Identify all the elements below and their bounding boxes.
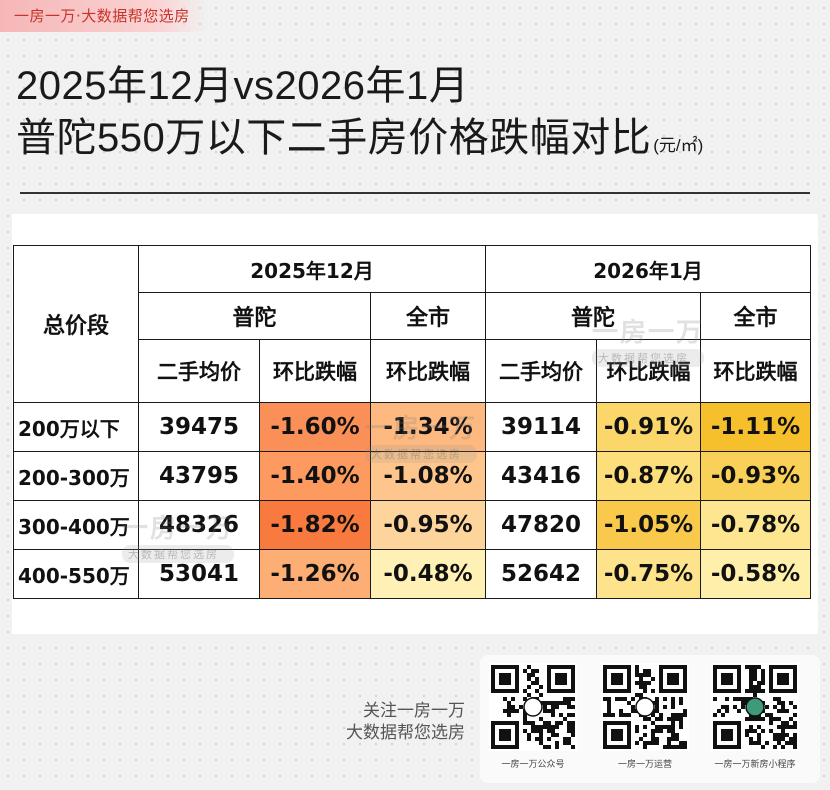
qr-label: 一房一万新房小程序 bbox=[714, 760, 796, 770]
title-divider bbox=[20, 192, 810, 194]
brand-tag: 一房一万·大数据帮您选房 bbox=[0, 0, 208, 32]
jan-price-cell: 52642 bbox=[485, 549, 597, 599]
region-header-dec-putuo: 普陀 bbox=[138, 292, 371, 340]
segment-cell: 400-550万 bbox=[13, 549, 139, 599]
segment-header: 总价段 bbox=[13, 245, 139, 403]
qr-code-icon bbox=[711, 663, 799, 751]
metric-header-dec-city-change: 环比跌幅 bbox=[370, 339, 486, 403]
title-line-1: 2025年12月vs2026年1月 bbox=[16, 64, 470, 108]
jan-pt-change-cell: -0.87% bbox=[596, 451, 701, 501]
jan-price-cell: 39114 bbox=[485, 402, 597, 452]
qr-code-icon bbox=[601, 663, 689, 751]
jan-pt-change-cell: -0.75% bbox=[596, 549, 701, 599]
price-table: 总价段 2025年12月 2026年1月 普陀 全市 普陀 全市 二手均价 环比… bbox=[13, 245, 812, 599]
region-header-jan-putuo: 普陀 bbox=[485, 292, 701, 340]
jan-pt-change-cell: -0.91% bbox=[596, 402, 701, 452]
follow-line-2: 大数据帮您选房 bbox=[346, 723, 465, 743]
dec-city-change-cell: -1.34% bbox=[370, 402, 486, 452]
qr-operations[interactable]: 一房一万运营 bbox=[598, 663, 692, 770]
table-row: 400-550万 53041 -1.26% -0.48% 52642 -0.75… bbox=[13, 549, 812, 599]
metric-header-jan-price: 二手均价 bbox=[485, 339, 597, 403]
follow-text: 关注一房一万 大数据帮您选房 bbox=[295, 700, 465, 744]
page-title: 2025年12月vs2026年1月 普陀550万以下二手房价格跌幅对比 (元/㎡) bbox=[16, 60, 821, 172]
dec-pt-change-cell: -1.40% bbox=[259, 451, 371, 501]
dec-pt-change-cell: -1.26% bbox=[259, 549, 371, 599]
dec-pt-change-cell: -1.60% bbox=[259, 402, 371, 452]
jan-city-change-cell: -0.78% bbox=[699, 500, 812, 550]
qr-mini-program[interactable]: 一房一万新房小程序 bbox=[708, 663, 802, 770]
follow-line-1: 关注一房一万 bbox=[363, 701, 465, 721]
table-row: 200-300万 43795 -1.40% -1.08% 43416 -0.87… bbox=[13, 451, 812, 501]
segment-cell: 300-400万 bbox=[13, 500, 139, 550]
jan-price-cell: 43416 bbox=[485, 451, 597, 501]
qr-code-icon bbox=[489, 663, 577, 751]
dec-price-cell: 43795 bbox=[138, 451, 260, 501]
jan-city-change-cell: -0.58% bbox=[699, 549, 812, 599]
qr-panel: 一房一万公众号 一房一万运营 一房一万新房小程序 bbox=[480, 655, 820, 783]
region-header-jan-city: 全市 bbox=[699, 292, 812, 340]
title-unit: (元/㎡) bbox=[653, 136, 704, 155]
dec-price-cell: 48326 bbox=[138, 500, 260, 550]
segment-cell: 200-300万 bbox=[13, 451, 139, 501]
dec-price-cell: 39475 bbox=[138, 402, 260, 452]
qr-label: 一房一万运营 bbox=[617, 760, 672, 770]
jan-city-change-cell: -1.11% bbox=[699, 402, 812, 452]
metric-header-dec-price: 二手均价 bbox=[138, 339, 260, 403]
dec-pt-change-cell: -1.82% bbox=[259, 500, 371, 550]
metric-header-jan-city-change: 环比跌幅 bbox=[699, 339, 812, 403]
segment-cell: 200万以下 bbox=[13, 402, 139, 452]
period-header-dec: 2025年12月 bbox=[138, 245, 486, 293]
jan-price-cell: 47820 bbox=[485, 500, 597, 550]
jan-pt-change-cell: -1.05% bbox=[596, 500, 701, 550]
table-row: 200万以下 39475 -1.60% -1.34% 39114 -0.91% … bbox=[13, 402, 812, 452]
dec-city-change-cell: -0.95% bbox=[370, 500, 486, 550]
region-header-dec-city: 全市 bbox=[370, 292, 486, 340]
title-line-2: 普陀550万以下二手房价格跌幅对比 (元/㎡) bbox=[16, 112, 821, 172]
qr-label: 一房一万公众号 bbox=[501, 760, 565, 770]
dec-city-change-cell: -1.08% bbox=[370, 451, 486, 501]
title-line-2-text: 普陀550万以下二手房价格跌幅对比 bbox=[16, 116, 652, 160]
dec-price-cell: 53041 bbox=[138, 549, 260, 599]
jan-city-change-cell: -0.93% bbox=[699, 451, 812, 501]
dec-city-change-cell: -0.48% bbox=[370, 549, 486, 599]
period-header-jan: 2026年1月 bbox=[484, 245, 812, 293]
metric-header-dec-pt-change: 环比跌幅 bbox=[259, 339, 371, 403]
qr-official-account[interactable]: 一房一万公众号 bbox=[486, 663, 580, 770]
metric-header-jan-pt-change: 环比跌幅 bbox=[596, 339, 701, 403]
table-row: 300-400万 48326 -1.82% -0.95% 47820 -1.05… bbox=[13, 500, 812, 550]
